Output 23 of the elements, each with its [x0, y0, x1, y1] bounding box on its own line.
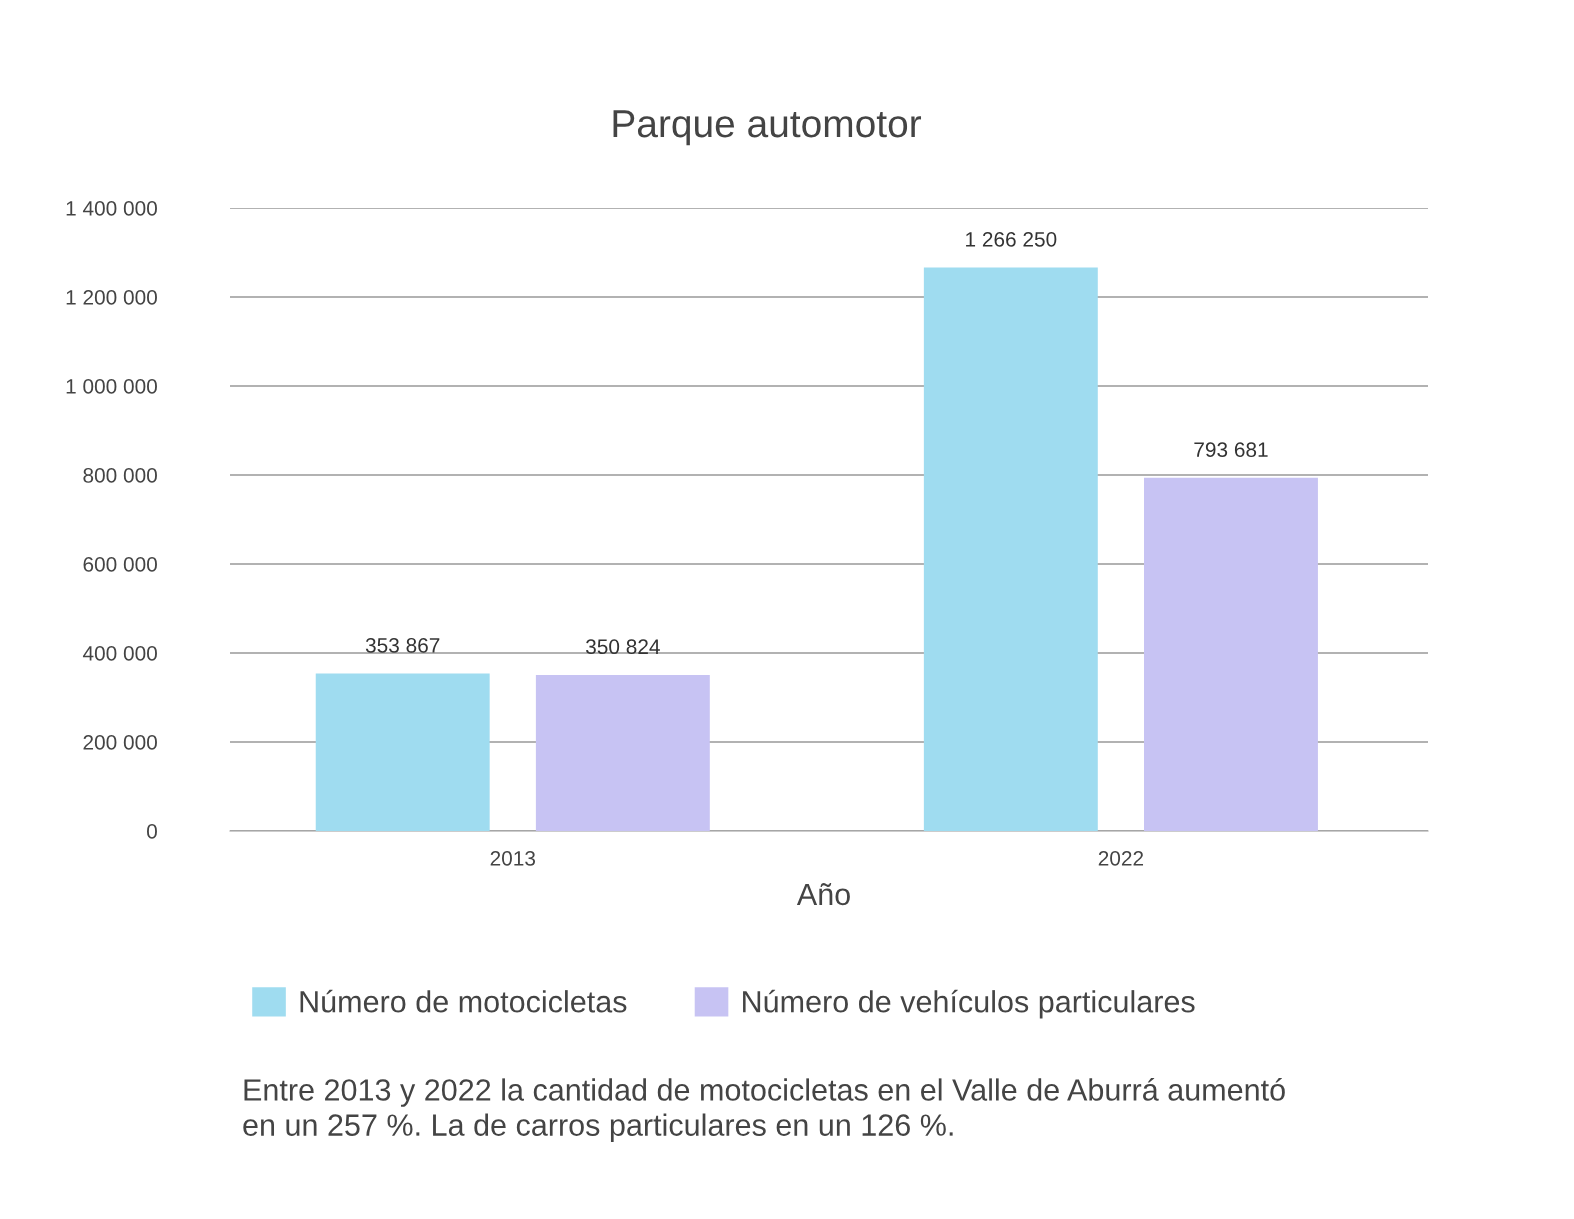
y-tick-label: 800 000: [83, 468, 157, 483]
y-tick-label: 400 000: [82, 646, 157, 661]
data-label: 350 824: [585, 639, 660, 655]
y-tick-label: 1 400 000: [66, 201, 157, 216]
bar: [1144, 477, 1318, 831]
data-label: 1 266 250: [966, 231, 1057, 247]
x-tick-label: 2022: [1098, 850, 1144, 866]
bar: [535, 674, 710, 831]
legend-label: Número de motocicletas: [300, 989, 627, 1013]
data-label: 353 867: [365, 637, 440, 653]
bar: [315, 673, 490, 831]
y-tick-label: 200 000: [83, 735, 157, 750]
y-tick-label: 0: [147, 824, 157, 839]
legend-label: Número de vehículos particulares: [743, 989, 1195, 1019]
y-tick-label: 1 200 000: [66, 290, 157, 305]
y-tick-label: 1 000 000: [66, 379, 157, 394]
y-tick-label: 600 000: [83, 557, 157, 572]
text: Entre 2013 y 2022 la cantidad de motocicletas en el Valle de Aburrá aumentó en un 257 %. La de carros particulares en un 126 %.: [243, 1078, 1285, 1142]
chart-title: Parque automotor: [613, 110, 922, 146]
bar: [923, 267, 1098, 831]
data-label: 793 681: [1194, 442, 1268, 458]
x-axis-title: Año: [796, 882, 850, 906]
x-tick-label: 2013: [490, 850, 536, 866]
